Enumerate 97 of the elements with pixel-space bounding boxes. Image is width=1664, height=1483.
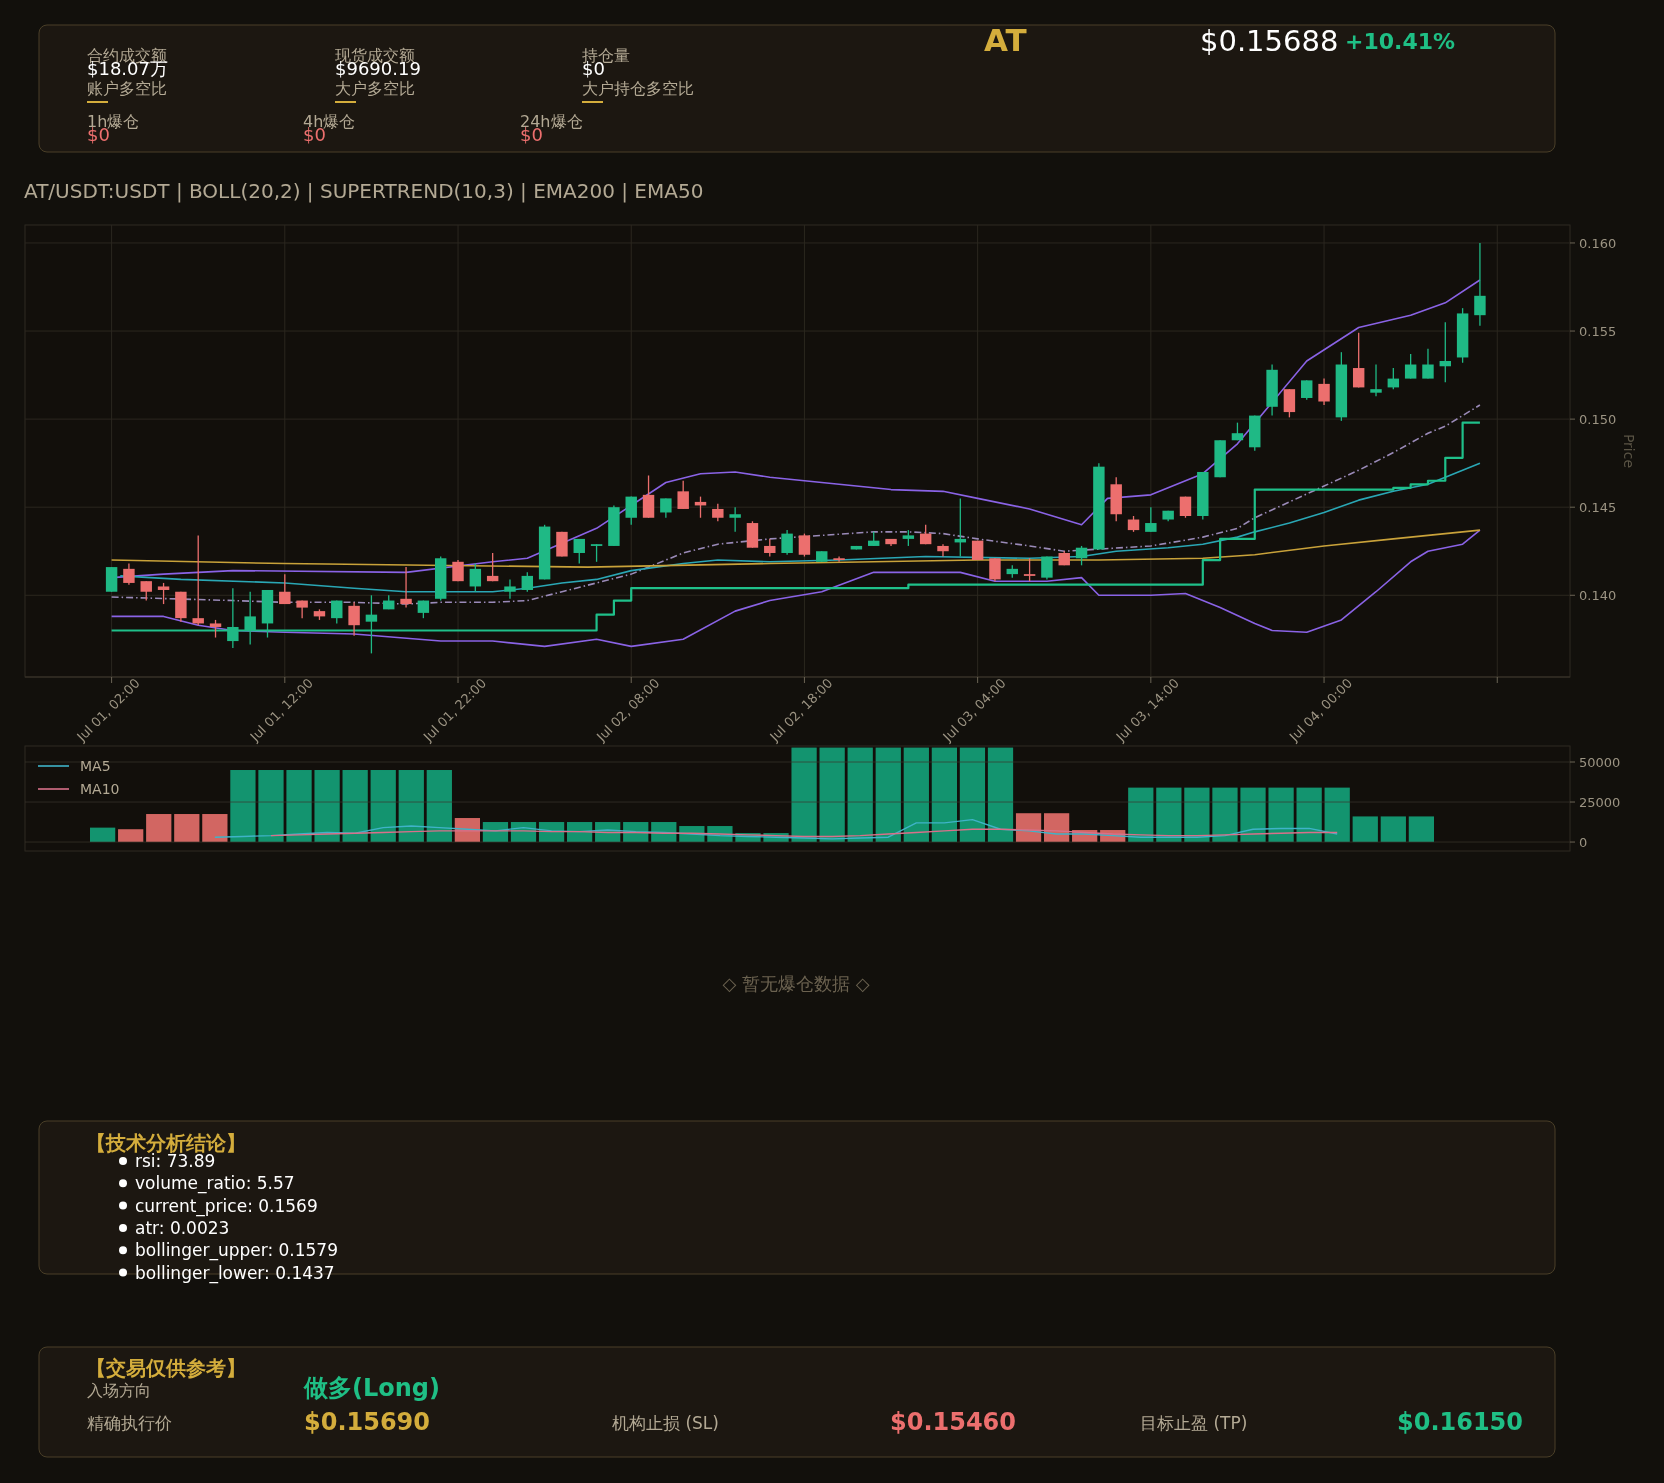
candlestick [348, 601, 360, 637]
text: 账户多空比 [87, 79, 167, 98]
y-tick-label: 0.160 [1579, 235, 1617, 251]
text: current_price: 0.1569 [135, 1195, 318, 1217]
bar [398, 770, 424, 843]
bar [1380, 816, 1406, 843]
candlestick [798, 532, 811, 558]
y-tick-label: 0 [1579, 835, 1588, 851]
chart-title: AT/USDT:USDT | BOLL(20,2) | SUPERTREND(10,3) | EMA200 | EMA50 [24, 179, 704, 203]
line-series [214, 818, 1338, 840]
text: bollinger_upper: 0.1579 [135, 1240, 338, 1262]
y-tick-label: 0.150 [1579, 412, 1617, 428]
y-tick-label: 25000 [1579, 795, 1621, 811]
bar [286, 770, 312, 843]
text: AT [984, 22, 1027, 58]
bar [819, 747, 845, 843]
text: volume_ratio: 5.57 [135, 1173, 295, 1195]
y-tick-label: 0.140 [1579, 588, 1617, 604]
text: atr: 0.0023 [135, 1217, 230, 1238]
bar [1268, 787, 1294, 843]
text: $0.16150 [1396, 1408, 1523, 1436]
candlestick [157, 582, 170, 605]
candlestick [937, 543, 949, 558]
candlestick [521, 571, 534, 593]
line-series [270, 828, 1338, 838]
bar [847, 747, 873, 843]
text: 【交易仅供参考】 [86, 1356, 246, 1380]
bar [174, 814, 200, 843]
bar [931, 747, 958, 843]
candlestick [1283, 388, 1296, 419]
bar [426, 770, 452, 843]
text: $0.15460 [890, 1408, 1017, 1436]
bar [987, 747, 1014, 843]
bar [118, 829, 144, 843]
candlestick [677, 480, 689, 510]
text: 大户持仓多空比 [582, 79, 694, 98]
bar [1212, 787, 1238, 843]
bar [791, 747, 817, 843]
text: 大户多空比 [335, 79, 415, 98]
text: bollinger_lower: 0.1437 [135, 1262, 335, 1284]
text: 精确执行价 [87, 1413, 172, 1433]
bar [1184, 787, 1210, 843]
bar [314, 770, 340, 843]
y-tick-label: 0.145 [1579, 500, 1617, 516]
text: 【技术分析结论】 [86, 1131, 246, 1155]
candlestick [1145, 506, 1157, 533]
legend-label: MA5 [80, 758, 111, 774]
bar [959, 747, 986, 843]
candlestick [1352, 332, 1365, 389]
bar [258, 770, 284, 843]
bar [202, 814, 228, 843]
bar [1352, 816, 1378, 843]
candlestick [1439, 321, 1452, 383]
candlestick [469, 562, 482, 593]
text: 机构止损 (SL) [612, 1413, 719, 1433]
bar [342, 770, 368, 843]
candlestick [660, 497, 672, 519]
bar [146, 814, 172, 843]
text: +10.41% [1345, 29, 1456, 54]
text: $0.15690 [304, 1408, 431, 1436]
candlestick [486, 552, 499, 582]
candlestick [400, 566, 412, 609]
text: ◇ 暂无爆仓数据 ◇ [722, 973, 870, 994]
candlestick [729, 506, 741, 533]
candlestick [123, 562, 135, 586]
bar [1240, 787, 1266, 843]
candlestick [1075, 545, 1088, 566]
candlestick [279, 573, 291, 605]
bar [370, 770, 396, 843]
text: 做多(Long) [303, 1374, 440, 1402]
candlestick [573, 538, 585, 565]
candlestick [140, 580, 152, 602]
bar [230, 770, 256, 843]
y-tick-label: 50000 [1579, 755, 1621, 771]
candlestick [1404, 353, 1417, 380]
bar [1408, 816, 1434, 843]
bar [1324, 787, 1350, 843]
candlestick [1474, 242, 1486, 327]
legend-label: MA10 [80, 781, 120, 797]
text: $0.15688 [1200, 24, 1339, 58]
bar [875, 747, 901, 843]
text: 入场方向 [87, 1381, 151, 1400]
y-tick-label: 0.155 [1579, 324, 1617, 340]
candlestick [1422, 348, 1434, 380]
bar [903, 747, 929, 843]
y-axis-title: Price [1621, 433, 1637, 469]
candlestick [989, 557, 1001, 582]
candlestick [642, 474, 655, 519]
text: 目标止盈 (TP) [1140, 1413, 1248, 1433]
candlestick [781, 529, 793, 556]
candlestick [1301, 379, 1313, 401]
candlestick [504, 578, 516, 600]
candlestick [1023, 557, 1036, 582]
candlestick [192, 534, 204, 626]
candlestick [1370, 363, 1382, 397]
candlestick [1318, 377, 1330, 406]
candlestick [625, 495, 637, 526]
